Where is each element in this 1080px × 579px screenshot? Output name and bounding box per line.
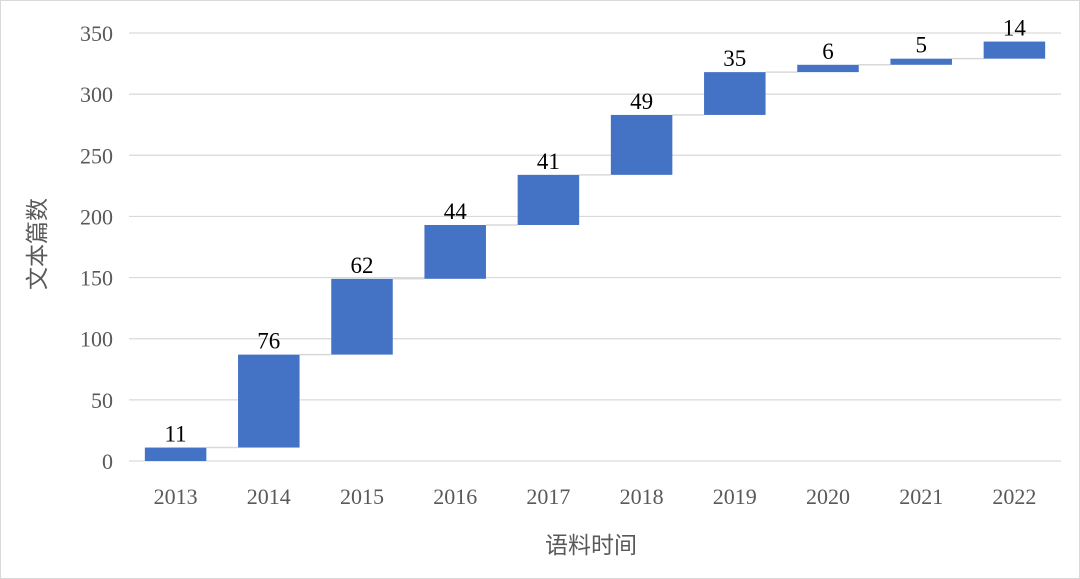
y-tick-label-50: 50 — [91, 388, 113, 413]
bar-2019 — [704, 72, 766, 115]
x-tick-label-2015: 2015 — [340, 484, 384, 509]
x-tick-label-2014: 2014 — [247, 484, 291, 509]
x-axis-title: 语料时间 — [545, 533, 637, 558]
x-tick-label-2018: 2018 — [620, 484, 664, 509]
y-tick-label-150: 150 — [80, 266, 113, 291]
data-label-2020: 6 — [822, 39, 834, 64]
y-axis-title: 文本篇数 — [25, 198, 50, 290]
bar-2013 — [144, 447, 207, 461]
data-label-2018: 49 — [630, 89, 653, 114]
x-tick-label-2013: 2013 — [154, 484, 198, 509]
data-label-2014: 76 — [257, 329, 280, 354]
y-tick-label-0: 0 — [102, 449, 113, 474]
x-tick-label-2017: 2017 — [526, 484, 570, 509]
data-label-2021: 5 — [915, 33, 927, 58]
bar-2020 — [797, 64, 859, 73]
x-tick-label-2019: 2019 — [713, 484, 757, 509]
x-tick-label-2022: 2022 — [992, 484, 1036, 509]
x-tick-label-2020: 2020 — [806, 484, 850, 509]
y-tick-label-300: 300 — [80, 82, 113, 107]
x-tick-label-2016: 2016 — [433, 484, 477, 509]
data-label-2017: 41 — [537, 149, 560, 174]
bar-2018 — [610, 114, 673, 175]
data-label-2013: 11 — [165, 422, 187, 447]
y-tick-label-250: 250 — [80, 143, 113, 168]
data-label-2016: 44 — [444, 199, 468, 224]
data-label-2015: 62 — [351, 253, 374, 278]
bar-2015 — [331, 278, 393, 355]
x-axis-ticks: 2013 2014 2015 2016 2017 2018 2019 2020 2021 2022 — [154, 484, 1037, 509]
y-tick-label-100: 100 — [80, 327, 113, 352]
y-tick-label-350: 350 — [80, 21, 113, 46]
data-labels: 11 76 62 44 41 49 35 6 5 14 — [165, 16, 1027, 447]
data-label-2019: 35 — [723, 46, 746, 71]
bar-2016 — [424, 224, 486, 279]
data-label-2022: 14 — [1003, 16, 1027, 41]
bar-2017 — [517, 174, 580, 225]
bar-2014 — [238, 354, 300, 448]
connectors — [206, 57, 984, 449]
y-axis-ticks: 0 50 100 150 200 250 300 350 — [80, 21, 113, 474]
bar-2021 — [890, 58, 952, 65]
bar-2022 — [983, 41, 1046, 59]
y-tick-label-200: 200 — [80, 204, 113, 229]
bars — [144, 41, 1046, 461]
x-tick-label-2021: 2021 — [899, 484, 943, 509]
